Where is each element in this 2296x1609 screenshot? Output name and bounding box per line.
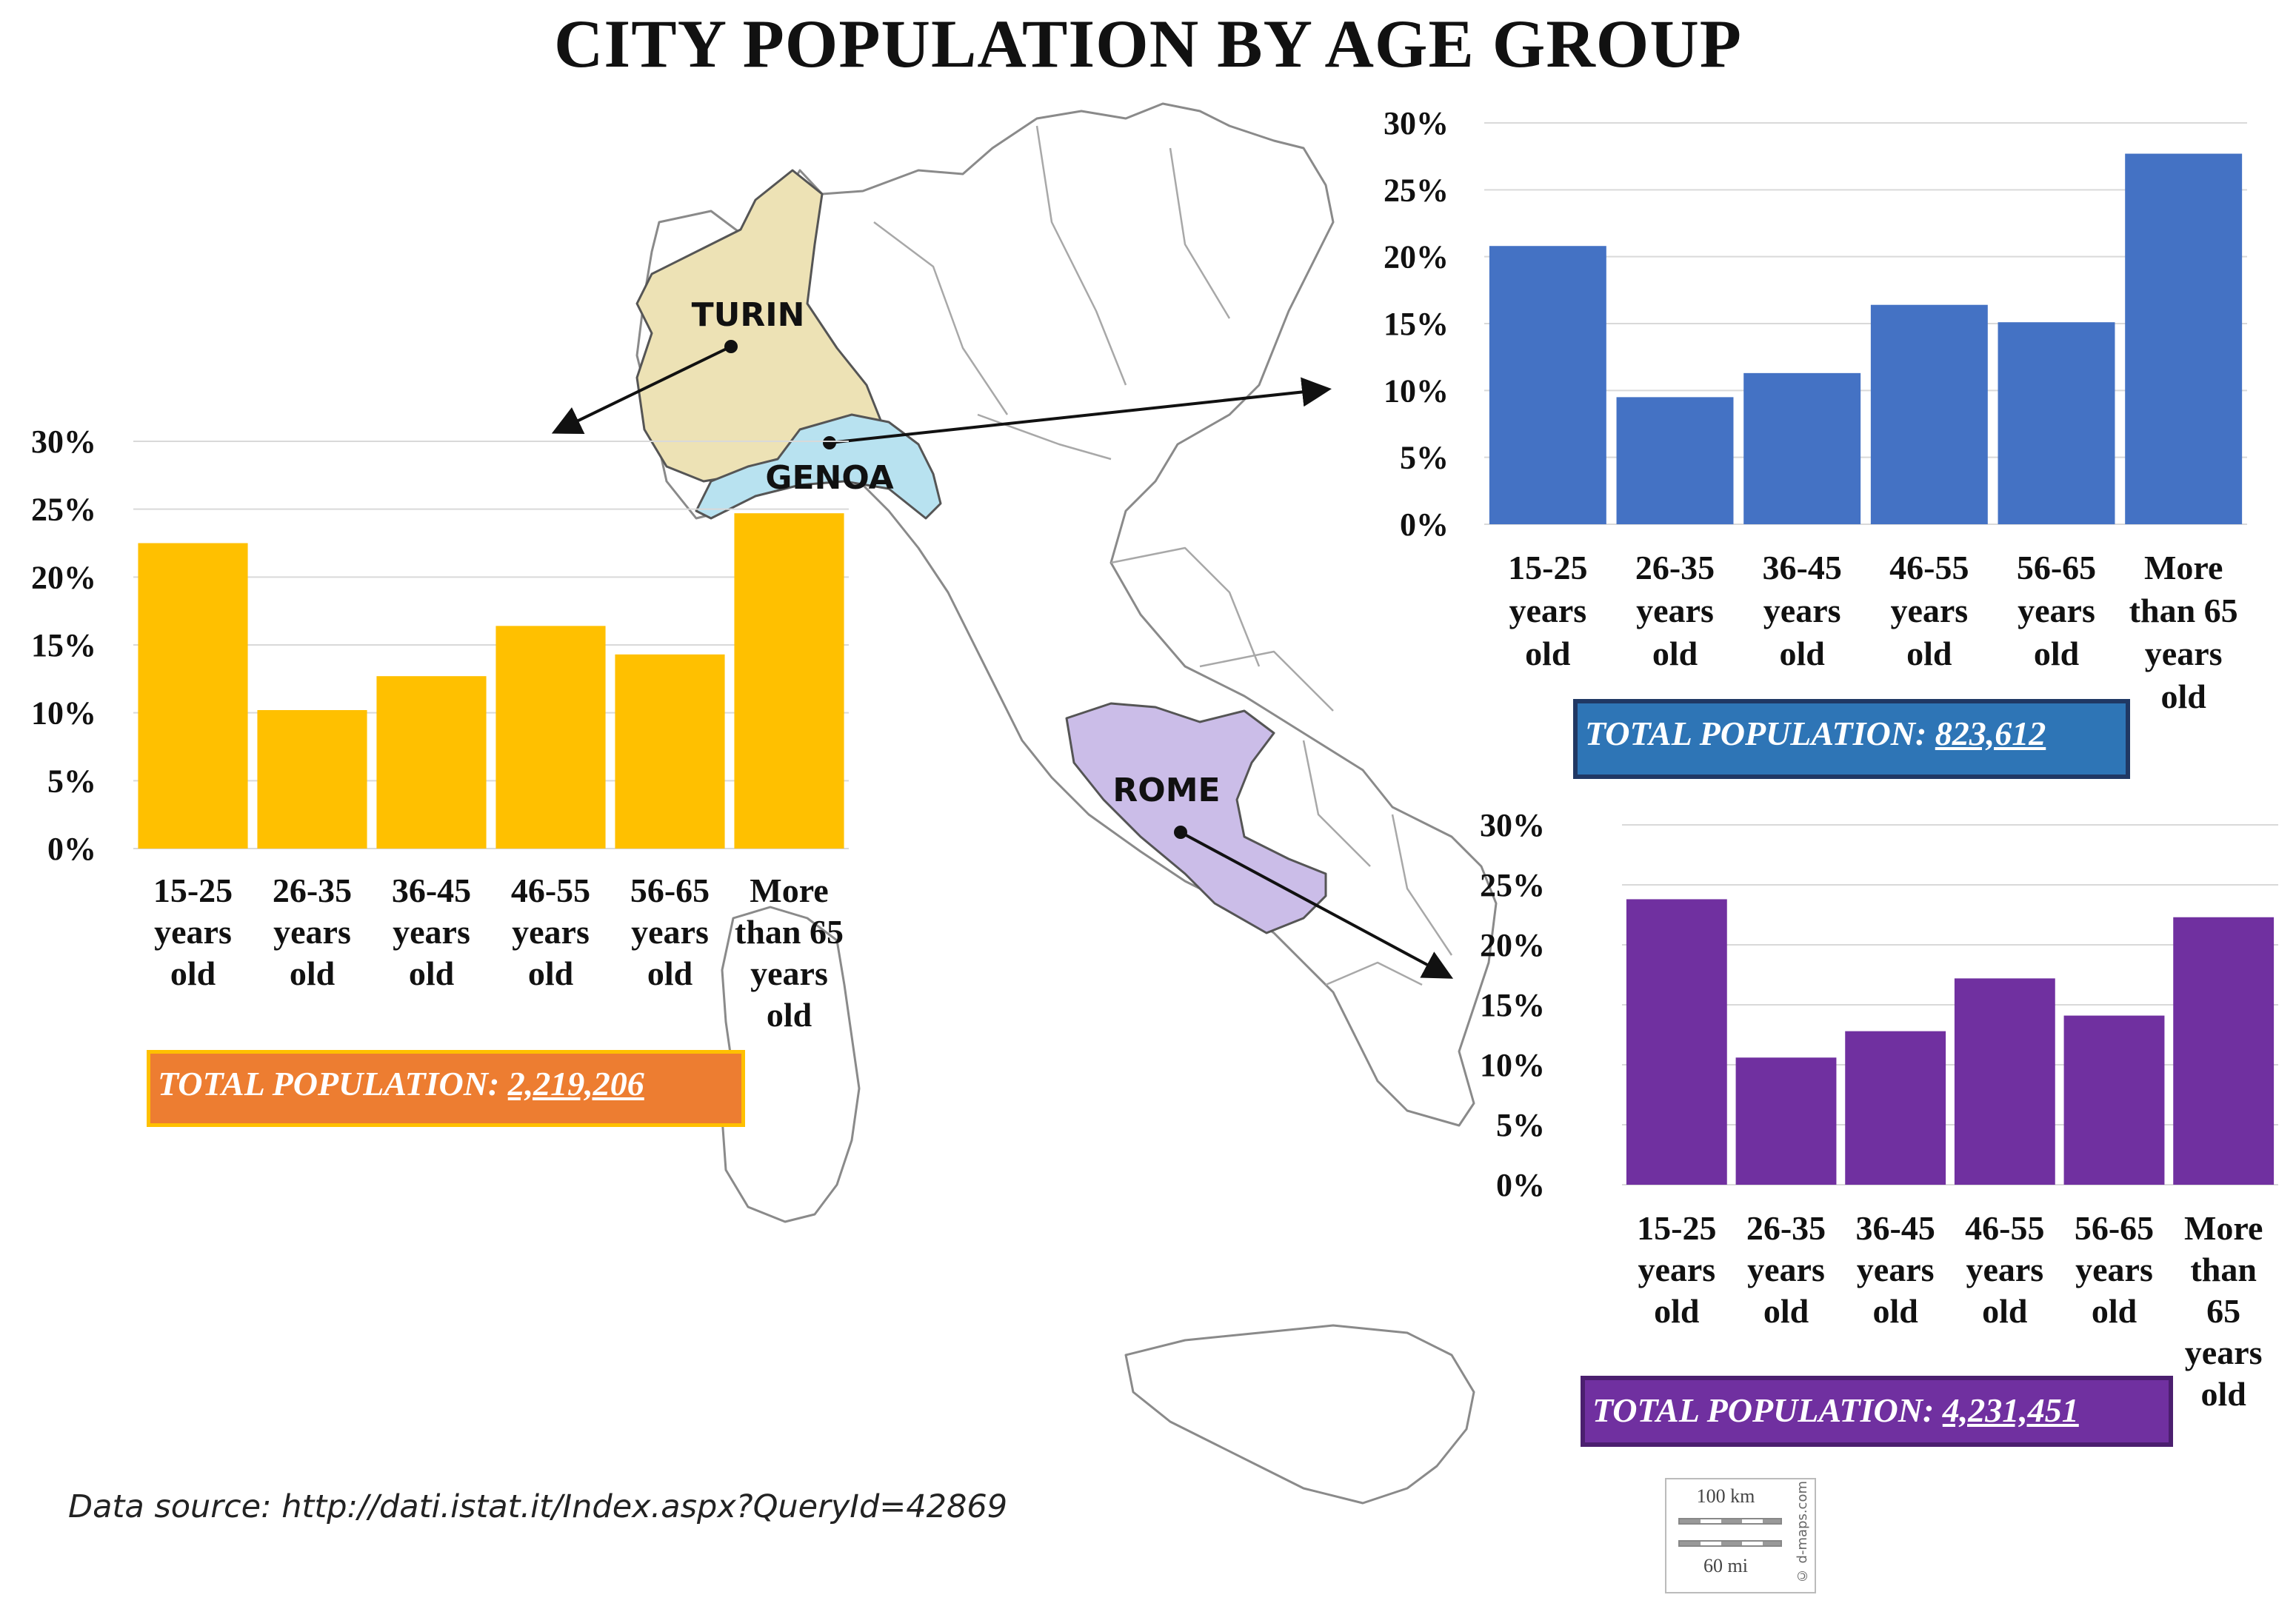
turin-total-label: TOTAL POPULATION: [158, 1065, 508, 1103]
y-tick-label: 5% [47, 763, 96, 799]
bar-6 [734, 513, 844, 849]
category-label: 46-55 years old [1965, 1209, 2044, 1330]
genoa-total-box: TOTAL POPULATION: 823,612 [1573, 699, 2130, 779]
y-tick-label: 30% [1384, 105, 1449, 141]
y-tick-label: 15% [1480, 987, 1545, 1023]
y-tick-label: 5% [1400, 440, 1449, 476]
category-label: More than 65 years old [735, 872, 844, 1034]
category-label: 15-25 years old [1637, 1209, 1716, 1330]
y-tick-label: 25% [31, 492, 96, 528]
y-tick-label: 0% [1400, 506, 1449, 543]
y-tick-label: 30% [1480, 807, 1545, 843]
map-scale-bar: 100 km 60 mi © d-maps.com [1665, 1478, 1816, 1593]
bar-5 [1998, 322, 2115, 524]
page-title: CITY POPULATION BY AGE GROUP [553, 6, 1743, 81]
genoa-total-value: 823,612 [1935, 715, 2046, 752]
rome-chart: 0% 5% 10% 15% 20% 25% 30% 15-25 years old 26-35 yea… [1480, 807, 2278, 1413]
category-label: 36-45 years old [392, 872, 471, 992]
y-tick-label: 30% [31, 424, 96, 460]
genoa-label: GENOA [765, 459, 893, 497]
scale-km-bar [1678, 1518, 1782, 1525]
bar-4 [1870, 304, 1988, 524]
y-tick-label: 0% [47, 831, 96, 867]
y-tick-label: 20% [1480, 927, 1545, 963]
scale-mi-bar [1678, 1540, 1782, 1547]
bar-5 [615, 654, 725, 849]
turin-arrow [551, 345, 732, 435]
category-label: 56-65 years old [2017, 549, 2096, 672]
bar-2 [1616, 397, 1734, 524]
bar-6 [2125, 153, 2243, 524]
bar-3 [376, 676, 487, 849]
turin-chart: 0% 5% 10% 15% 20% 25% 30% 15-25 years old 26-35 yea… [31, 424, 849, 1034]
y-tick-label: 5% [1496, 1107, 1545, 1143]
y-tick-label: 15% [1384, 306, 1449, 342]
bar-4 [495, 626, 606, 849]
bar-2 [1735, 1057, 1837, 1185]
category-label: More than 65 years old [2184, 1209, 2263, 1413]
y-tick-label: 10% [1384, 372, 1449, 409]
scale-km-label: 100 km [1696, 1485, 1755, 1507]
bar-1 [1626, 899, 1727, 1185]
map-credit: © d-maps.com [1795, 1481, 1810, 1584]
genoa-total-label: TOTAL POPULATION: [1585, 715, 1935, 752]
turin-total-box: TOTAL POPULATION: 2,219,206 [147, 1050, 745, 1127]
category-label: 56-65 years old [630, 872, 710, 992]
category-label: 26-35 years old [1746, 1209, 1826, 1330]
category-label: 36-45 years old [1763, 549, 1842, 672]
category-label: 26-35 years old [1635, 549, 1715, 672]
bar-2 [257, 710, 367, 849]
sicily-outline [1124, 1324, 1475, 1505]
data-source-note: Data source: http://dati.istat.it/Index.… [68, 1488, 1008, 1525]
region-borders [873, 125, 1453, 986]
y-tick-label: 25% [1384, 172, 1449, 208]
bar-4 [1954, 978, 2055, 1185]
genoa-arrow [829, 377, 1332, 444]
scale-mi-label: 60 mi [1703, 1555, 1748, 1576]
bar-6 [2173, 917, 2275, 1185]
y-tick-label: 10% [1480, 1047, 1545, 1083]
genoa-region [695, 413, 942, 520]
rome-total-value: 4,231,451 [1942, 1391, 2079, 1429]
y-tick-label: 0% [1496, 1167, 1545, 1203]
turin-total-value: 2,219,206 [507, 1065, 644, 1103]
rome-total-label: TOTAL POPULATION: [1592, 1391, 1943, 1429]
category-label: 15-25 years old [153, 872, 233, 992]
bar-3 [1845, 1031, 1946, 1185]
rome-total-box: TOTAL POPULATION: 4,231,451 [1581, 1376, 2173, 1447]
y-tick-label: 20% [31, 559, 96, 595]
category-label: 56-65 years old [2075, 1209, 2154, 1330]
y-tick-label: 10% [31, 695, 96, 732]
category-label: 15-25 years old [1508, 549, 1587, 672]
category-label: More than 65 years old [2129, 549, 2238, 715]
bar-5 [2063, 1015, 2165, 1185]
bar-1 [138, 543, 248, 849]
rome-label: ROME [1112, 772, 1220, 809]
genoa-chart: 0% 5% 10% 15% 20% 25% 30% 15-25 years old 26-35 yea… [1384, 105, 2247, 715]
y-tick-label: 20% [1384, 239, 1449, 275]
category-label: 46-55 years old [1889, 549, 1969, 672]
bar-3 [1743, 372, 1861, 524]
category-label: 26-35 years old [273, 872, 352, 992]
rome-arrow [1180, 831, 1454, 979]
y-tick-label: 15% [31, 627, 96, 663]
turin-label: TURIN [692, 296, 805, 334]
turin-region [635, 169, 883, 483]
category-label: 46-55 years old [511, 872, 590, 992]
category-label: 36-45 years old [1856, 1209, 1935, 1330]
y-tick-label: 25% [1480, 867, 1545, 903]
bar-1 [1489, 246, 1606, 524]
